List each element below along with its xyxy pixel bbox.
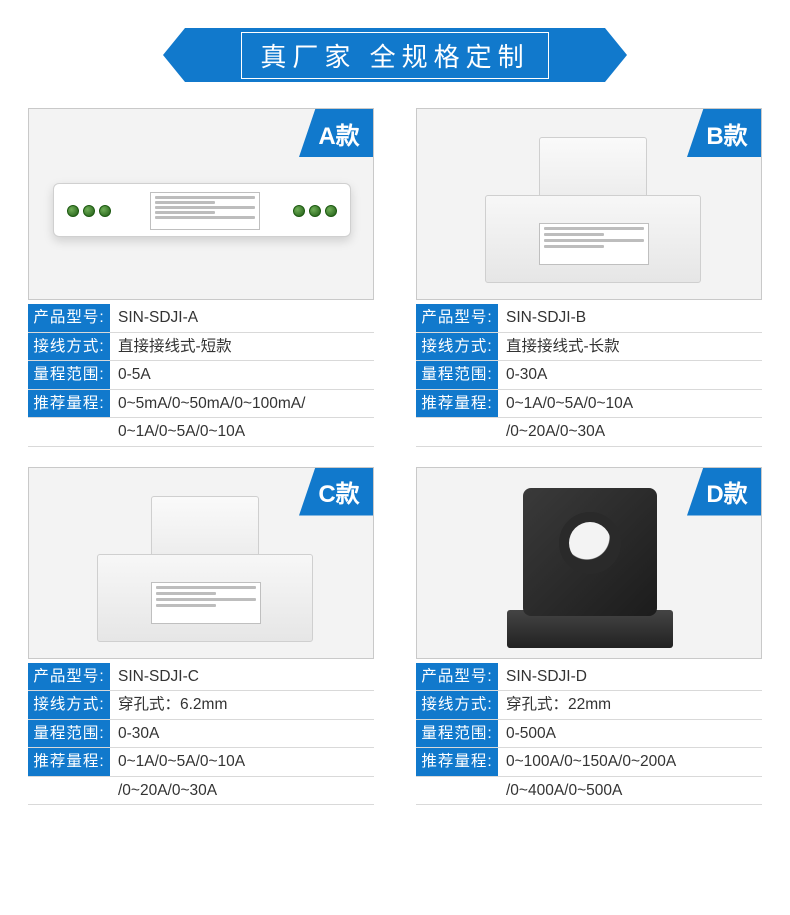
spec-row-recommended-2: /0~20A/0~30A	[416, 418, 762, 447]
device-label-plate	[151, 582, 261, 624]
spec-label: 推荐量程:	[28, 390, 110, 418]
header-banner: 真厂家 全规格定制	[185, 28, 605, 82]
spec-value: /0~20A/0~30A	[110, 777, 374, 805]
spec-value: SIN-SDJI-D	[498, 663, 762, 691]
spec-value: 0-500A	[498, 720, 762, 748]
spec-row-recommended: 推荐量程: 0~5mA/0~50mA/0~100mA/	[28, 390, 374, 419]
spec-value: 0-5A	[110, 361, 374, 389]
spec-label-empty	[28, 777, 110, 805]
spec-value: 直接接线式-短款	[110, 333, 374, 361]
product-card: D款 产品型号: SIN-SDJI-D 接线方式: 穿孔式：22mm 量程范围:…	[416, 467, 762, 806]
product-grid: A款 产品型号: SIN-SDJI-A 接线方式: 直接接线式-短款 量程范围:…	[0, 108, 790, 805]
product-card: A款 产品型号: SIN-SDJI-A 接线方式: 直接接线式-短款 量程范围:…	[28, 108, 374, 447]
spec-row-recommended: 推荐量程: 0~1A/0~5A/0~10A	[28, 748, 374, 777]
product-illustration	[507, 488, 673, 648]
spec-row-range: 量程范围: 0-30A	[28, 720, 374, 749]
spec-row-range: 量程范围: 0-30A	[416, 361, 762, 390]
spec-label: 推荐量程:	[416, 748, 498, 776]
spec-row-recommended-2: /0~20A/0~30A	[28, 777, 374, 806]
spec-label: 推荐量程:	[28, 748, 110, 776]
variant-badge: D款	[687, 468, 761, 516]
spec-row-recommended-2: 0~1A/0~5A/0~10A	[28, 418, 374, 447]
spec-label-empty	[416, 418, 498, 446]
variant-badge: B款	[687, 109, 761, 157]
spec-value: 0~1A/0~5A/0~10A	[110, 418, 374, 446]
header-title: 真厂家 全规格定制	[241, 32, 548, 79]
spec-row-wiring: 接线方式: 直接接线式-长款	[416, 333, 762, 362]
spec-label-empty	[416, 777, 498, 805]
spec-value: 穿孔式：6.2mm	[110, 691, 374, 719]
product-image-box: D款	[416, 467, 762, 659]
spec-row-model: 产品型号: SIN-SDJI-B	[416, 304, 762, 333]
spec-table: 产品型号: SIN-SDJI-D 接线方式: 穿孔式：22mm 量程范围: 0-…	[416, 663, 762, 806]
spec-row-wiring: 接线方式: 直接接线式-短款	[28, 333, 374, 362]
spec-row-recommended: 推荐量程: 0~100A/0~150A/0~200A	[416, 748, 762, 777]
spec-value: 0-30A	[498, 361, 762, 389]
spec-row-recommended-2: /0~400A/0~500A	[416, 777, 762, 806]
product-card: B款 产品型号: SIN-SDJI-B 接线方式: 直接接线式-长款 量程范围:…	[416, 108, 762, 447]
spec-value: 0~100A/0~150A/0~200A	[498, 748, 762, 776]
terminal-left	[64, 192, 114, 230]
spec-table: 产品型号: SIN-SDJI-A 接线方式: 直接接线式-短款 量程范围: 0-…	[28, 304, 374, 447]
spec-label: 量程范围:	[28, 720, 110, 748]
product-illustration	[53, 183, 351, 237]
product-image-box: C款	[28, 467, 374, 659]
product-image-box: A款	[28, 108, 374, 300]
spec-row-model: 产品型号: SIN-SDJI-C	[28, 663, 374, 692]
spec-row-model: 产品型号: SIN-SDJI-D	[416, 663, 762, 692]
spec-value: 0~1A/0~5A/0~10A	[110, 748, 374, 776]
device-label-plate	[150, 192, 260, 230]
spec-value: SIN-SDJI-B	[498, 304, 762, 332]
terminal-right	[290, 192, 340, 230]
spec-label: 量程范围:	[416, 720, 498, 748]
spec-value: /0~20A/0~30A	[498, 418, 762, 446]
spec-value: SIN-SDJI-C	[110, 663, 374, 691]
variant-badge: A款	[299, 109, 373, 157]
product-illustration	[97, 496, 313, 642]
spec-label: 推荐量程:	[416, 390, 498, 418]
spec-value: 0~5mA/0~50mA/0~100mA/	[110, 390, 374, 418]
spec-label: 产品型号:	[416, 304, 498, 332]
product-illustration	[485, 137, 701, 283]
spec-value: SIN-SDJI-A	[110, 304, 374, 332]
spec-row-wiring: 接线方式: 穿孔式：22mm	[416, 691, 762, 720]
device-label-plate	[539, 223, 649, 265]
spec-value: 0-30A	[110, 720, 374, 748]
spec-label: 接线方式:	[416, 333, 498, 361]
spec-label: 接线方式:	[28, 333, 110, 361]
spec-value: 穿孔式：22mm	[498, 691, 762, 719]
spec-row-range: 量程范围: 0-500A	[416, 720, 762, 749]
spec-label: 产品型号:	[416, 663, 498, 691]
spec-label: 接线方式:	[416, 691, 498, 719]
spec-label-empty	[28, 418, 110, 446]
spec-row-range: 量程范围: 0-5A	[28, 361, 374, 390]
spec-label: 量程范围:	[28, 361, 110, 389]
spec-table: 产品型号: SIN-SDJI-B 接线方式: 直接接线式-长款 量程范围: 0-…	[416, 304, 762, 447]
spec-label: 产品型号:	[28, 663, 110, 691]
product-card: C款 产品型号: SIN-SDJI-C 接线方式: 穿孔式：6.2mm 量程范围…	[28, 467, 374, 806]
spec-value: 0~1A/0~5A/0~10A	[498, 390, 762, 418]
spec-label: 接线方式:	[28, 691, 110, 719]
spec-value: /0~400A/0~500A	[498, 777, 762, 805]
product-image-box: B款	[416, 108, 762, 300]
spec-row-recommended: 推荐量程: 0~1A/0~5A/0~10A	[416, 390, 762, 419]
spec-label: 产品型号:	[28, 304, 110, 332]
spec-label: 量程范围:	[416, 361, 498, 389]
spec-table: 产品型号: SIN-SDJI-C 接线方式: 穿孔式：6.2mm 量程范围: 0…	[28, 663, 374, 806]
spec-value: 直接接线式-长款	[498, 333, 762, 361]
variant-badge: C款	[299, 468, 373, 516]
spec-row-wiring: 接线方式: 穿孔式：6.2mm	[28, 691, 374, 720]
spec-row-model: 产品型号: SIN-SDJI-A	[28, 304, 374, 333]
